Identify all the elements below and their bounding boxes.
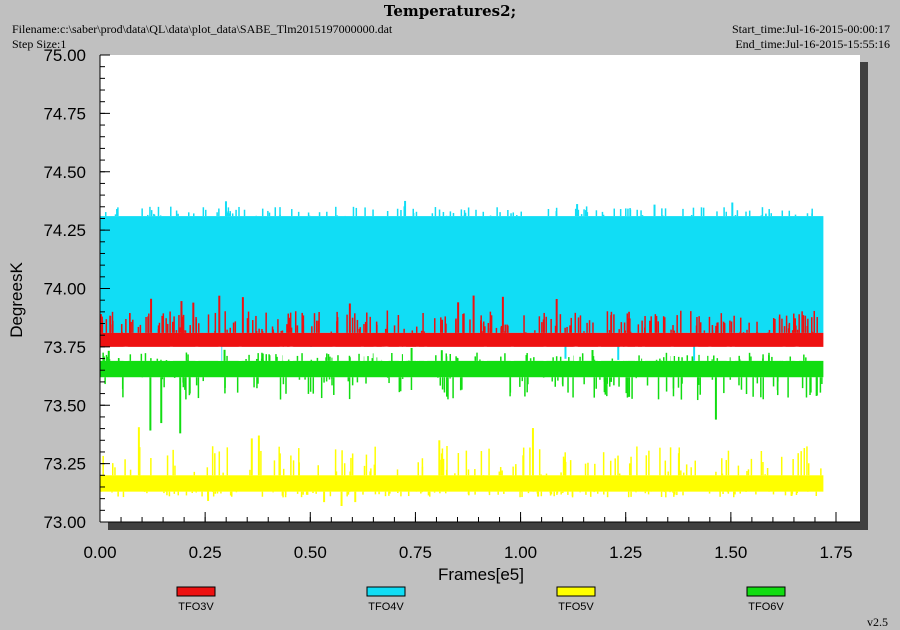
series-band [100, 360, 824, 378]
y-axis-label: DegreesK [7, 262, 26, 338]
x-tick-label: 1.50 [714, 543, 747, 562]
x-tick-label: 0.00 [83, 543, 116, 562]
x-tick-label: 1.00 [504, 543, 537, 562]
series-tfo3v [100, 295, 824, 347]
x-tick-label: 0.50 [294, 543, 327, 562]
x-tick-label: 1.25 [609, 543, 642, 562]
series-layer [100, 200, 824, 507]
x-axis-label: Frames[e5] [438, 565, 524, 584]
end-time-label: End_time:Jul-16-2015-15:55:16 [735, 37, 890, 51]
x-tick-label: 1.75 [819, 543, 852, 562]
chart-title: Temperatures2; [383, 2, 517, 20]
band-gaps [123, 346, 800, 361]
y-tick-label: 74.75 [43, 104, 86, 123]
legend-label: TFO5V [558, 601, 594, 613]
legend: TFO3V TFO4V TFO5V TFO6V [176, 586, 786, 613]
series-tfo6v [100, 347, 824, 434]
legend-label: TFO6V [748, 601, 784, 613]
legend-item-tfo3v: TFO3V [176, 586, 216, 613]
version-label: v2.5 [867, 615, 888, 629]
legend-swatch [556, 586, 596, 597]
legend-swatch [366, 586, 406, 597]
legend-label: TFO3V [178, 601, 214, 613]
legend-item-tfo4v: TFO4V [366, 586, 406, 613]
series-band [100, 332, 824, 347]
y-tick-label: 74.50 [43, 163, 86, 182]
legend-item-tfo5v: TFO5V [556, 586, 596, 613]
y-tick-label: 73.50 [43, 396, 86, 415]
axes-layer: 73.00 73.25 73.50 73.75 74.00 74.25 74.50 74.75… [43, 46, 860, 562]
y-tick-label: 73.75 [43, 338, 86, 357]
legend-label: TFO4V [368, 601, 404, 613]
x-tick-label: 0.25 [189, 543, 222, 562]
series-band [100, 216, 824, 333]
y-tick-label: 75.00 [43, 46, 86, 65]
y-tick-label: 74.00 [43, 280, 86, 299]
step-size-label: Step Size:1 [12, 37, 67, 51]
x-tick-label: 0.75 [399, 543, 432, 562]
filename-label: Filename:c:\saber\prod\data\QL\data\plot… [12, 22, 393, 36]
legend-swatch [176, 586, 216, 597]
y-tick-label: 73.00 [43, 513, 86, 532]
y-tick-label: 74.25 [43, 221, 86, 240]
y-tick-label: 73.25 [43, 455, 86, 474]
start-time-label: Start_time:Jul-16-2015-00:00:17 [732, 22, 890, 36]
legend-item-tfo6v: TFO6V [746, 586, 786, 613]
series-tfo5v [100, 427, 824, 507]
series-band [100, 475, 824, 492]
legend-swatch [746, 586, 786, 597]
